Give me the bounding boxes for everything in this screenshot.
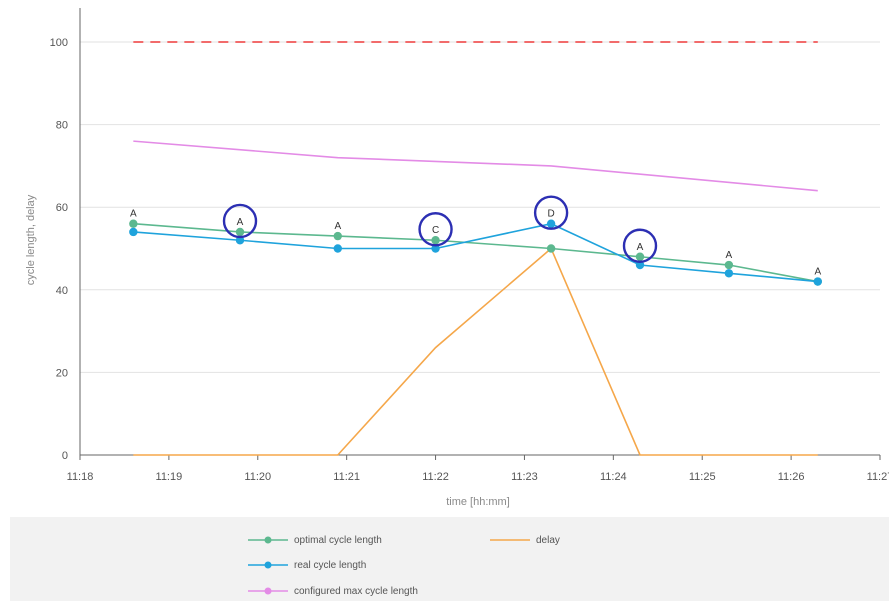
data-point-optimal-cycle-length xyxy=(333,231,342,241)
x-tick-label: 11:22 xyxy=(422,471,449,483)
legend-label-configured-max-cycle-length: configured max cycle length xyxy=(294,586,418,597)
grade-label: A xyxy=(637,242,644,253)
grade-label: D xyxy=(547,209,554,220)
legend-marker-real-cycle-length xyxy=(264,561,272,569)
grid-lines xyxy=(80,41,880,373)
grade-label: A xyxy=(814,267,821,278)
x-tick-label: 11:19 xyxy=(156,471,183,483)
highlight-circle xyxy=(418,212,453,247)
series-line-optimal-cycle-length xyxy=(133,222,818,283)
grade-label: C xyxy=(432,225,439,236)
x-tick-label: 11:18 xyxy=(67,471,94,483)
legend-marker-configured-max-cycle-length xyxy=(264,587,272,595)
highlight-circle xyxy=(533,195,569,230)
legend: optimal cycle length real cycle length con… xyxy=(10,517,889,601)
x-tick-label: 11:23 xyxy=(511,471,538,483)
grade-label: A xyxy=(130,209,137,220)
axes: 0 20 40 60 80 100 11:18 11:19 11:20 11:21 11:22 11:… xyxy=(50,8,889,483)
data-point-optimal-cycle-length xyxy=(129,219,138,228)
y-tick-label: 100 xyxy=(50,37,68,49)
series-line-real-cycle-length xyxy=(133,222,818,283)
data-point-real-cycle-length xyxy=(635,260,645,270)
x-tick-label: 11:25 xyxy=(689,471,716,483)
point-label-group: A A A C D A A A xyxy=(130,195,821,278)
highlight-circle xyxy=(222,203,258,239)
legend-marker-optimal-cycle-length xyxy=(264,536,272,544)
y-tick-label: 80 xyxy=(56,120,68,132)
x-axis-title: time [hh:mm] xyxy=(446,496,510,508)
data-point-optimal-cycle-length xyxy=(235,227,245,237)
data-point-real-cycle-length xyxy=(333,244,342,253)
y-tick-label: 0 xyxy=(62,450,68,462)
y-tick-label: 60 xyxy=(56,202,68,214)
data-point-optimal-cycle-length xyxy=(724,260,734,270)
data-point-real-cycle-length xyxy=(235,236,245,245)
y-tick-label: 20 xyxy=(56,367,68,379)
grade-label: A xyxy=(237,217,244,228)
x-tick-label: 11:26 xyxy=(778,471,805,483)
data-point-real-cycle-length xyxy=(546,219,556,228)
data-point-real-cycle-length xyxy=(724,269,734,278)
series-group xyxy=(129,140,822,456)
data-point-optimal-cycle-length xyxy=(635,252,645,261)
data-point-real-cycle-length xyxy=(129,227,138,237)
highlight-circle xyxy=(622,228,658,263)
x-tick-label: 11:20 xyxy=(244,471,271,483)
data-point-optimal-cycle-length xyxy=(546,244,556,253)
legend-label-real-cycle-length: real cycle length xyxy=(294,560,366,571)
legend-label-delay: delay xyxy=(536,535,560,546)
series-line-delay xyxy=(133,247,818,456)
data-point-optimal-cycle-length xyxy=(431,236,440,245)
x-tick-label: 11:27 xyxy=(867,471,889,483)
legend-background xyxy=(10,517,889,601)
x-tick-label: 11:24 xyxy=(600,471,627,483)
grade-label: A xyxy=(334,221,341,232)
y-axis-title: cycle length, delay xyxy=(25,194,37,285)
x-tick-label: 11:21 xyxy=(333,471,360,483)
legend-label-optimal-cycle-length: optimal cycle length xyxy=(294,535,382,546)
y-tick-label: 40 xyxy=(56,285,68,297)
data-point-real-cycle-length xyxy=(431,244,440,253)
data-point-real-cycle-length xyxy=(813,277,822,286)
grade-label: A xyxy=(726,250,733,261)
series-line-configured-max-cycle-length xyxy=(133,140,818,192)
